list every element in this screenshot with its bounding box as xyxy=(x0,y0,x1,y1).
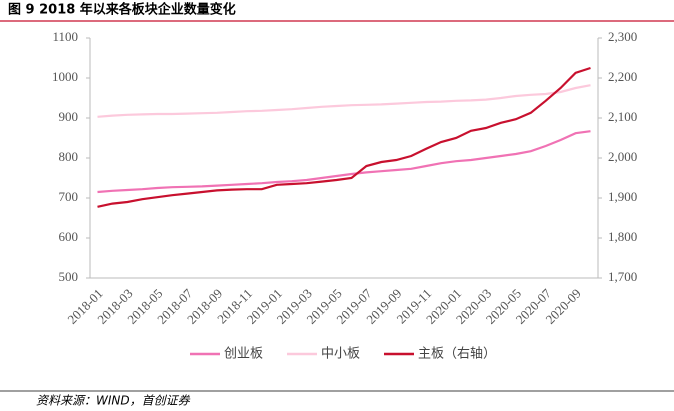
legend-label: 创业板 xyxy=(224,347,263,362)
legend-label: 主板（右轴） xyxy=(418,347,496,362)
chart-title: 图 9 2018 年以来各板块企业数量变化 xyxy=(8,2,236,18)
series-line xyxy=(97,84,591,118)
y2-tick-label: 2,200 xyxy=(608,69,637,84)
legend-label: 中小板 xyxy=(321,347,360,362)
source: 资料来源：WIND，首创证券 xyxy=(36,394,191,408)
series-line xyxy=(97,130,591,194)
y-tick-label: 600 xyxy=(59,229,79,244)
y-tick-label: 900 xyxy=(59,109,79,124)
y2-tick-label: 2,000 xyxy=(608,149,637,164)
y-tick-label: 1100 xyxy=(52,29,78,44)
y-tick-label: 700 xyxy=(59,189,79,204)
y2-tick-label: 1,800 xyxy=(608,229,637,244)
y2-tick-label: 1,900 xyxy=(608,189,637,204)
y2-tick-label: 2,100 xyxy=(608,109,637,124)
y2-tick-label: 1,700 xyxy=(608,269,637,284)
y2-tick-label: 2,300 xyxy=(608,29,637,44)
series-line xyxy=(97,66,591,208)
y-tick-label: 1000 xyxy=(52,69,78,84)
y-tick-label: 800 xyxy=(59,149,79,164)
y-tick-label: 500 xyxy=(59,269,79,284)
